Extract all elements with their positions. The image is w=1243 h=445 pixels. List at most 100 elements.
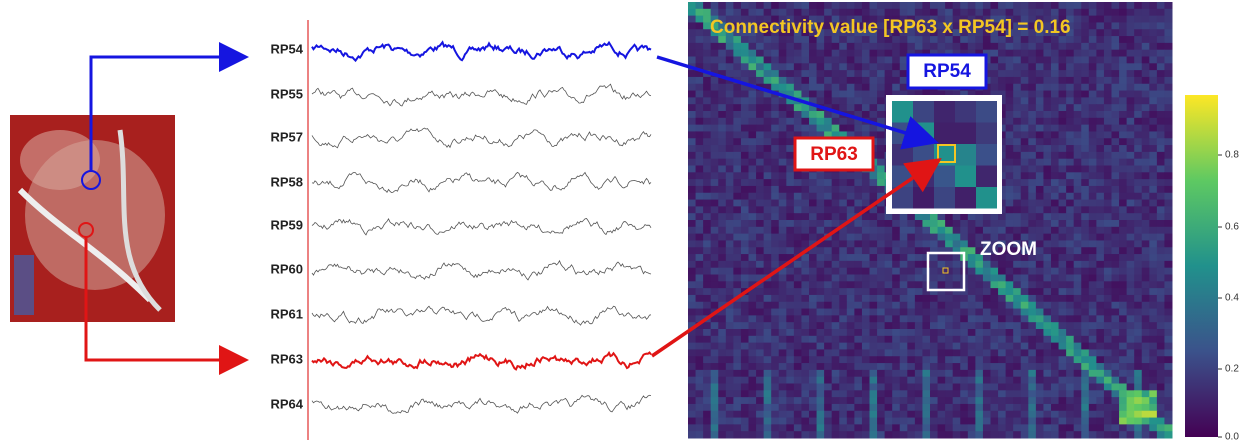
tick-label: 0.6 [1225,222,1239,233]
matrix-cell [968,247,976,254]
matrix-cell [1028,315,1036,322]
matrix-cell [922,227,930,234]
matrix-cell [1134,418,1142,425]
matrix-cell [975,377,983,384]
matrix-cell [1006,179,1014,186]
matrix-cell [1112,384,1120,391]
matrix-cell [1006,70,1014,77]
matrix-cell [809,91,817,98]
matrix-cell [1006,261,1014,268]
matrix-cell [718,84,726,91]
matrix-cell [749,50,757,57]
matrix-cell [1051,302,1059,309]
matrix-cell [1104,370,1112,377]
matrix-cell [1134,384,1142,391]
matrix-cell [764,424,772,431]
matrix-cell [726,70,734,77]
matrix-cell [771,411,779,418]
matrix-cell [915,418,923,425]
matrix-cell [968,363,976,370]
matrix-cell [733,206,741,213]
matrix-cell [877,63,885,70]
matrix-cell [1059,152,1067,159]
matrix-cell [1021,118,1029,125]
matrix-cell [938,343,946,350]
matrix-cell [1134,166,1142,173]
matrix-cell [749,247,757,254]
matrix-cell [960,343,968,350]
matrix-cell [824,50,832,57]
matrix-cell [877,390,885,397]
matrix-cell [998,329,1006,336]
matrix-cell [960,431,968,438]
matrix-cell [1066,234,1074,241]
matrix-cell [839,234,847,241]
matrix-cell [1074,281,1082,288]
matrix-cell [726,206,734,213]
matrix-cell [786,234,794,241]
matrix-cell [1142,247,1150,254]
matrix-cell [892,295,900,302]
matrix-cell [983,275,991,282]
matrix-cell [741,247,749,254]
matrix-cell [983,295,991,302]
matrix-cell [1112,206,1120,213]
matrix-cell [817,384,825,391]
matrix-cell [1043,91,1051,98]
matrix-cell [1081,384,1089,391]
matrix-cell [1028,288,1036,295]
matrix-cell [1149,349,1157,356]
trace [312,261,651,280]
matrix-cell [1149,295,1157,302]
matrix-cell [1149,57,1157,64]
matrix-cell [779,418,787,425]
matrix-cell [854,288,862,295]
matrix-cell [922,404,930,411]
matrix-cell [1074,84,1082,91]
matrix-cell [1013,329,1021,336]
matrix-cell [847,336,855,343]
matrix-cell [1013,138,1021,145]
matrix-cell [847,295,855,302]
matrix-cell [862,97,870,104]
matrix-cell [922,356,930,363]
matrix-cell [741,43,749,50]
zoom-cell [976,166,997,188]
matrix-cell [862,220,870,227]
matrix-cell [975,309,983,316]
matrix-cell [930,302,938,309]
matrix-cell [1119,131,1127,138]
matrix-cell [968,315,976,322]
matrix-cell [1142,227,1150,234]
matrix-cell [1074,363,1082,370]
matrix-cell [809,377,817,384]
channel-label: RP57 [270,129,303,144]
matrix-cell [1089,193,1097,200]
trace [312,219,651,235]
matrix-cell [832,234,840,241]
matrix-cell [907,356,915,363]
matrix-cell [1074,234,1082,241]
matrix-cell [960,397,968,404]
matrix-cell [1081,247,1089,254]
matrix-cell [1112,50,1120,57]
matrix-cell [703,125,711,132]
matrix-cell [1134,322,1142,329]
matrix-cell [1119,309,1127,316]
matrix-cell [1021,43,1029,50]
matrix-cell [953,363,961,370]
matrix-cell [1006,125,1014,132]
zoom-cell [934,101,955,123]
matrix-cell [862,377,870,384]
matrix-cell [824,220,832,227]
matrix-cell [1021,315,1029,322]
matrix-cell [1134,213,1142,220]
matrix-cell [839,43,847,50]
matrix-cell [1089,281,1097,288]
matrix-cell [877,397,885,404]
matrix-cell [718,315,726,322]
matrix-cell [1013,63,1021,70]
matrix-cell [786,281,794,288]
matrix-cell [1081,70,1089,77]
matrix-cell [938,302,946,309]
